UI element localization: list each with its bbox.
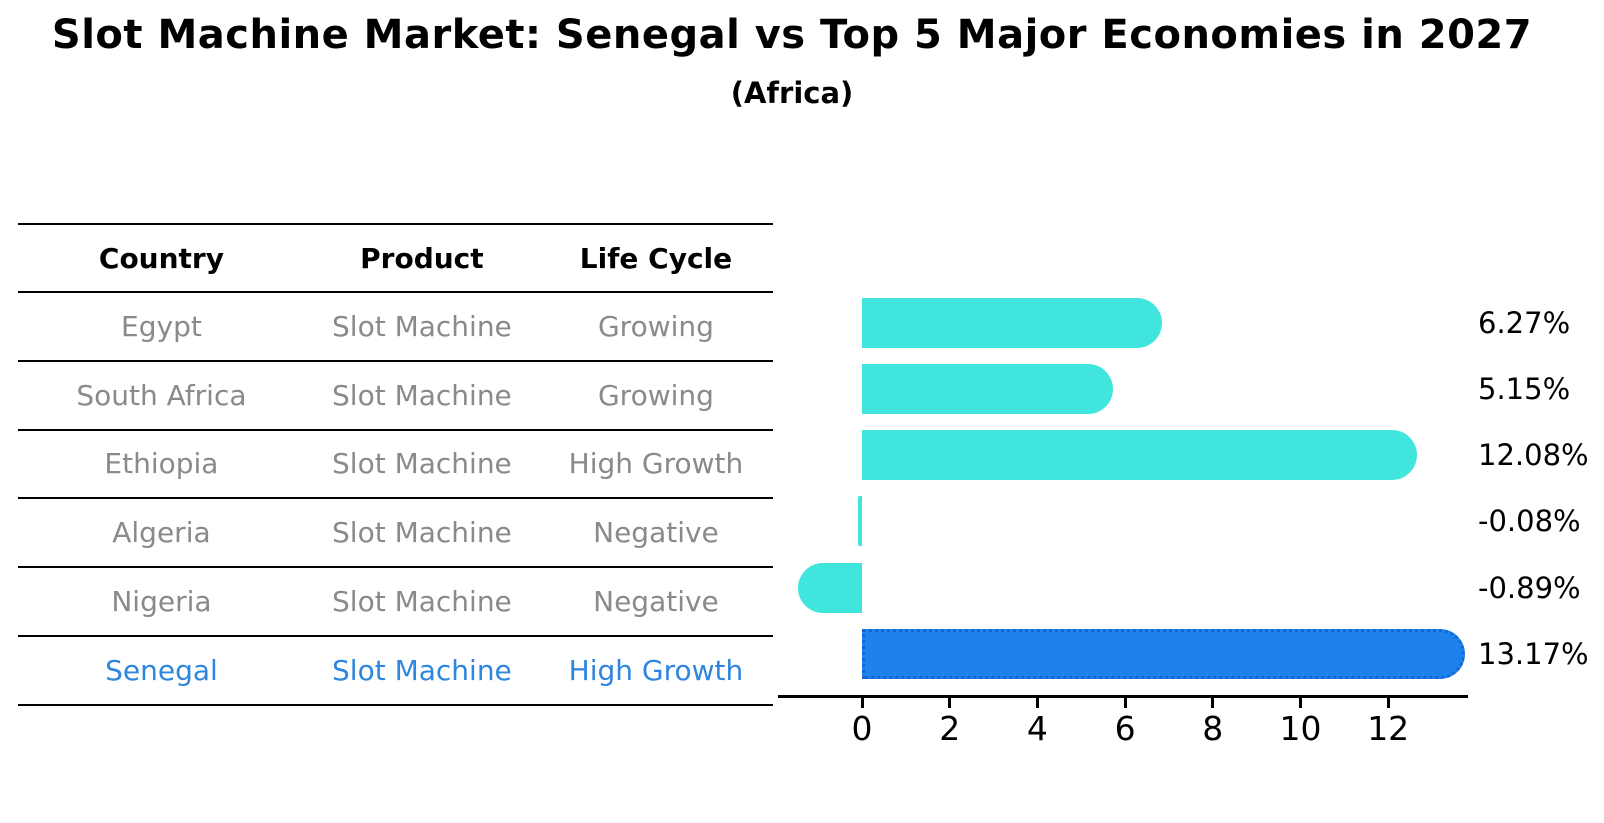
country-table: Country Product Life Cycle Egypt Slot Machin… [18, 223, 773, 706]
table-cell: Nigeria [111, 585, 212, 619]
value-label-ethiopia: 12.08% [1478, 438, 1589, 473]
x-tick-label: 6 [1114, 709, 1136, 748]
column-header-product: Product [360, 241, 484, 275]
table-cell: Egypt [121, 309, 202, 343]
value-label-algeria: -0.08% [1478, 504, 1581, 539]
value-label-egypt: 6.27% [1478, 305, 1571, 340]
table-cell: Slot Machine [332, 447, 512, 481]
x-tick-mark [1123, 698, 1127, 708]
table-cell: Slot Machine [332, 585, 512, 619]
bar-senegal [862, 629, 1465, 679]
x-tick-label: 2 [939, 709, 961, 748]
table-cell: Slot Machine [332, 516, 512, 550]
value-label-south-africa: 5.15% [1478, 371, 1571, 406]
table-cell: Slot Machine [332, 653, 512, 687]
table-row-algeria: Algeria Slot Machine Negative [18, 499, 773, 569]
table-cell: Slot Machine [332, 309, 512, 343]
chart-title: Slot Machine Market: Senegal vs Top 5 Ma… [51, 12, 1533, 58]
x-axis-line [778, 695, 1468, 698]
column-header-country: Country [98, 241, 224, 275]
x-tick-mark [860, 698, 864, 708]
table-cell: Ethiopia [104, 447, 219, 481]
table-row-egypt: Egypt Slot Machine Growing [18, 293, 773, 362]
bar-ethiopia [862, 430, 1417, 481]
table-cell: South Africa [76, 378, 247, 412]
table-cell: Growing [597, 309, 714, 343]
table-cell: Negative [593, 585, 719, 619]
table-cell: Algeria [112, 516, 211, 550]
x-tick-mark [1035, 698, 1039, 708]
x-tick-mark [948, 698, 952, 708]
table-cell: Slot Machine [332, 378, 512, 412]
table-cell: High Growth [568, 653, 744, 687]
table-cell: Growing [597, 378, 714, 412]
x-tick-mark [1299, 698, 1302, 708]
x-tick-label: 12 [1367, 709, 1410, 748]
x-tick-mark [1386, 698, 1390, 708]
bar-nigeria [797, 562, 862, 613]
x-tick-label: 8 [1202, 709, 1224, 748]
x-tick-label: 0 [851, 709, 873, 748]
bar-egypt [862, 297, 1162, 348]
value-label-senegal: 13.17% [1478, 637, 1589, 671]
x-tick-label: 10 [1279, 709, 1322, 748]
table-row-senegal: Senegal Slot Machine High Growth [18, 637, 773, 706]
table-row-south-africa: South Africa Slot Machine Growing [18, 362, 773, 431]
x-tick-label: 4 [1026, 709, 1048, 748]
table-cell: Negative [593, 516, 719, 550]
value-label-nigeria: -0.89% [1478, 570, 1581, 605]
bar-algeria [858, 496, 862, 547]
table-cell: Senegal [105, 653, 218, 687]
table-row-nigeria: Nigeria Slot Machine Negative [18, 568, 773, 637]
chart-subtitle: (Africa) [730, 76, 854, 110]
column-header-life-cycle: Life Cycle [579, 241, 733, 275]
table-row-ethiopia: Ethiopia Slot Machine High Growth [18, 431, 773, 500]
table-header-row: Country Product Life Cycle [18, 225, 773, 293]
x-tick-mark [1211, 698, 1215, 708]
bar-south-africa [862, 363, 1113, 414]
table-cell: High Growth [568, 447, 744, 481]
